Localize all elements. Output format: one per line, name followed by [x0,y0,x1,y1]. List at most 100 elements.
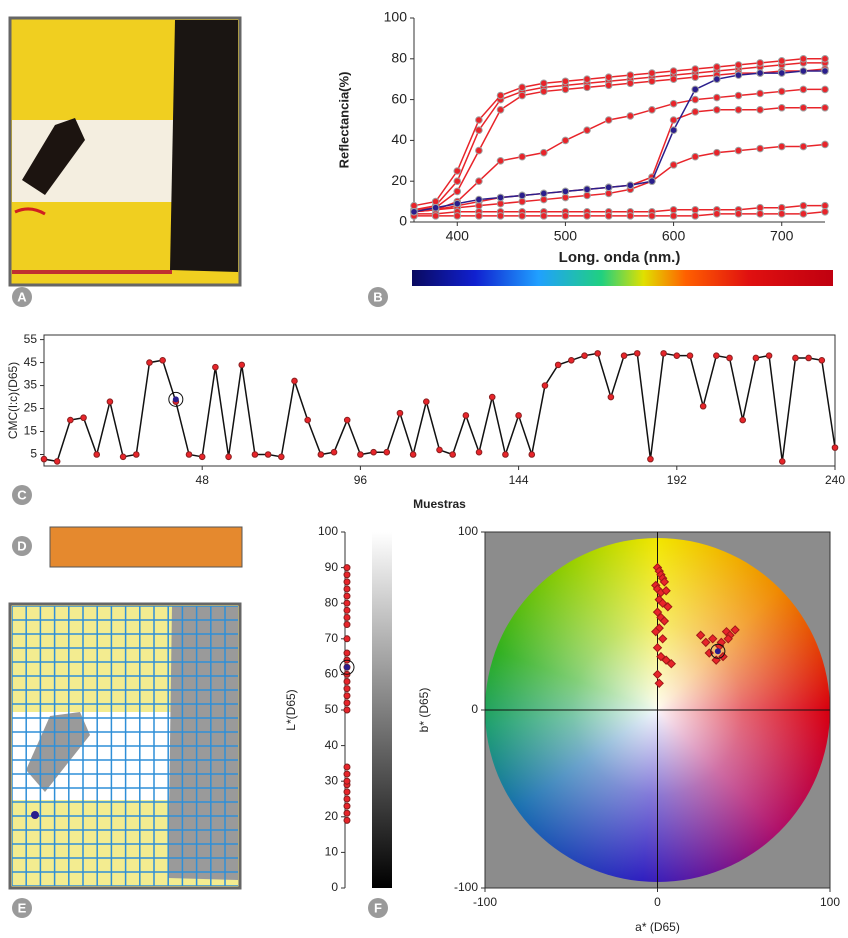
data-point [238,361,246,369]
data-point [651,626,661,637]
data-point [739,416,747,424]
data-point [581,352,588,359]
data-point [583,212,591,220]
data-point [539,79,548,88]
data-point [661,655,671,665]
data-point [330,448,338,456]
data-point [661,586,671,596]
data-point [561,85,570,94]
x-tick-label: 96 [354,473,368,487]
data-point [648,177,656,185]
data-point [343,621,351,629]
y-tick-label: 50 [325,702,339,716]
y-tick-label: 60 [391,90,407,106]
data-point [583,83,591,92]
data-point [777,57,786,65]
data-point [713,106,721,114]
panel-label: A [17,289,27,304]
data-point [278,453,285,461]
highlight-ring [168,391,184,407]
data-point [669,205,678,214]
data-point [496,106,505,114]
painting-e [8,602,242,890]
data-point [396,409,404,417]
y-tick-label: 0 [471,702,478,716]
data-point [264,451,272,458]
x-axis-title: Long. onda (nm.) [559,249,681,266]
highlight-dot [714,648,721,655]
data-point [713,75,721,83]
data-point [756,203,764,212]
data-point [119,453,127,461]
data-point [691,108,700,116]
data-point [561,193,570,202]
data-point [648,212,656,220]
data-point [821,201,829,210]
panel-label: B [373,289,382,304]
data-point [518,191,526,200]
y-tick-label: 100 [318,524,338,538]
data-point [431,212,440,220]
data-point [436,446,443,454]
data-point [475,212,483,220]
data-point [93,451,101,458]
data-point [539,195,548,204]
data-point [496,212,505,220]
data-point [198,453,206,461]
data-point [518,197,526,206]
data-point [691,65,700,73]
y-tick-label: 10 [325,845,339,859]
data-point [343,788,351,796]
y-tick-label: 0 [331,880,338,894]
y-tick-label: 70 [325,631,339,645]
data-point [604,81,613,90]
data-point [734,91,743,100]
y-axis-title: Reflectancia(%) [336,72,351,169]
data-point [518,83,526,92]
data-point [711,655,721,665]
data-point [343,685,351,693]
y-tick-label: 20 [391,172,407,188]
data-point [291,377,298,385]
data-point [821,85,829,94]
x-axis-title: Muestras [413,497,466,511]
data-point [799,55,808,63]
data-point [652,669,663,680]
x-tick-label: 144 [509,473,529,487]
data-point [734,71,743,79]
data-point [673,352,681,359]
data-point [723,634,733,644]
data-point [343,795,351,803]
data-point [453,212,462,220]
data-point [561,77,570,86]
data-point [409,451,417,458]
data-point [453,187,462,196]
y-axis-title: b* (D65) [417,688,431,733]
data-point [660,350,667,357]
data-point [752,354,760,362]
data-point [821,103,829,112]
data-point [657,598,668,608]
data-point [777,87,786,96]
data-point [185,451,193,458]
data-point [648,106,656,114]
data-point [67,416,74,424]
data-line [413,107,825,213]
data-point [343,802,351,810]
data-point [821,55,829,63]
data-point [701,637,711,648]
data-point [539,87,548,96]
data-point [431,197,440,206]
data-point [799,67,808,75]
data-point [604,183,613,192]
y-tick-label: 90 [325,560,339,574]
data-point [777,210,786,218]
data-point [713,93,721,102]
data-point [343,699,351,707]
y-tick-label: 55 [24,332,38,346]
data-point [561,187,570,196]
data-point [686,352,694,359]
data-point [778,458,786,465]
data-point [410,201,418,210]
